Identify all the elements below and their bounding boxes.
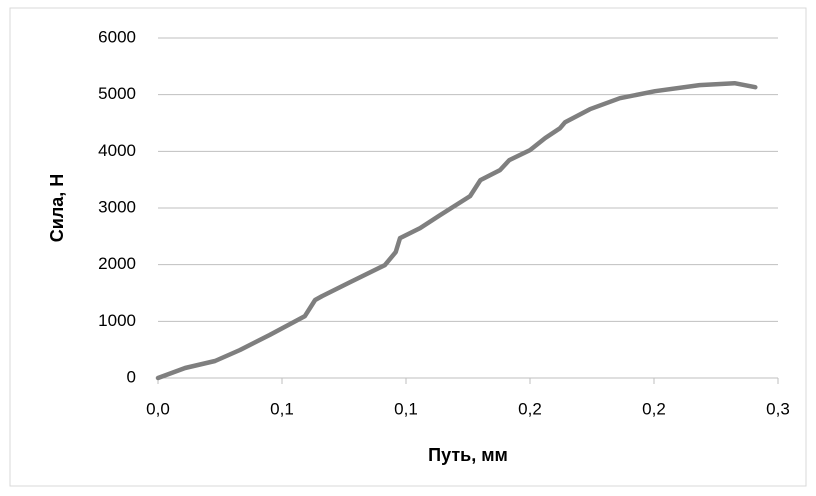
y-tick-label: 5000 bbox=[98, 84, 136, 103]
x-tick-label: 0,1 bbox=[270, 399, 294, 418]
x-tick-label: 0,2 bbox=[518, 399, 542, 418]
x-tick-label: 0,0 bbox=[146, 399, 170, 418]
y-tick-label: 6000 bbox=[98, 27, 136, 46]
x-tick-label: 0,1 bbox=[394, 399, 418, 418]
data-line bbox=[155, 80, 758, 381]
y-tick-label: 2000 bbox=[98, 254, 136, 273]
y-tick-label: 4000 bbox=[98, 141, 136, 160]
x-tick-label: 0,3 bbox=[766, 399, 790, 418]
y-tick-label: 0 bbox=[127, 367, 136, 386]
y-tick-label: 1000 bbox=[98, 311, 136, 330]
x-tick-label: 0,2 bbox=[642, 399, 666, 418]
x-axis-title: Путь, мм bbox=[428, 445, 508, 465]
y-tick-label: 3000 bbox=[98, 197, 136, 216]
y-axis-title: Сила, Н bbox=[47, 174, 67, 243]
